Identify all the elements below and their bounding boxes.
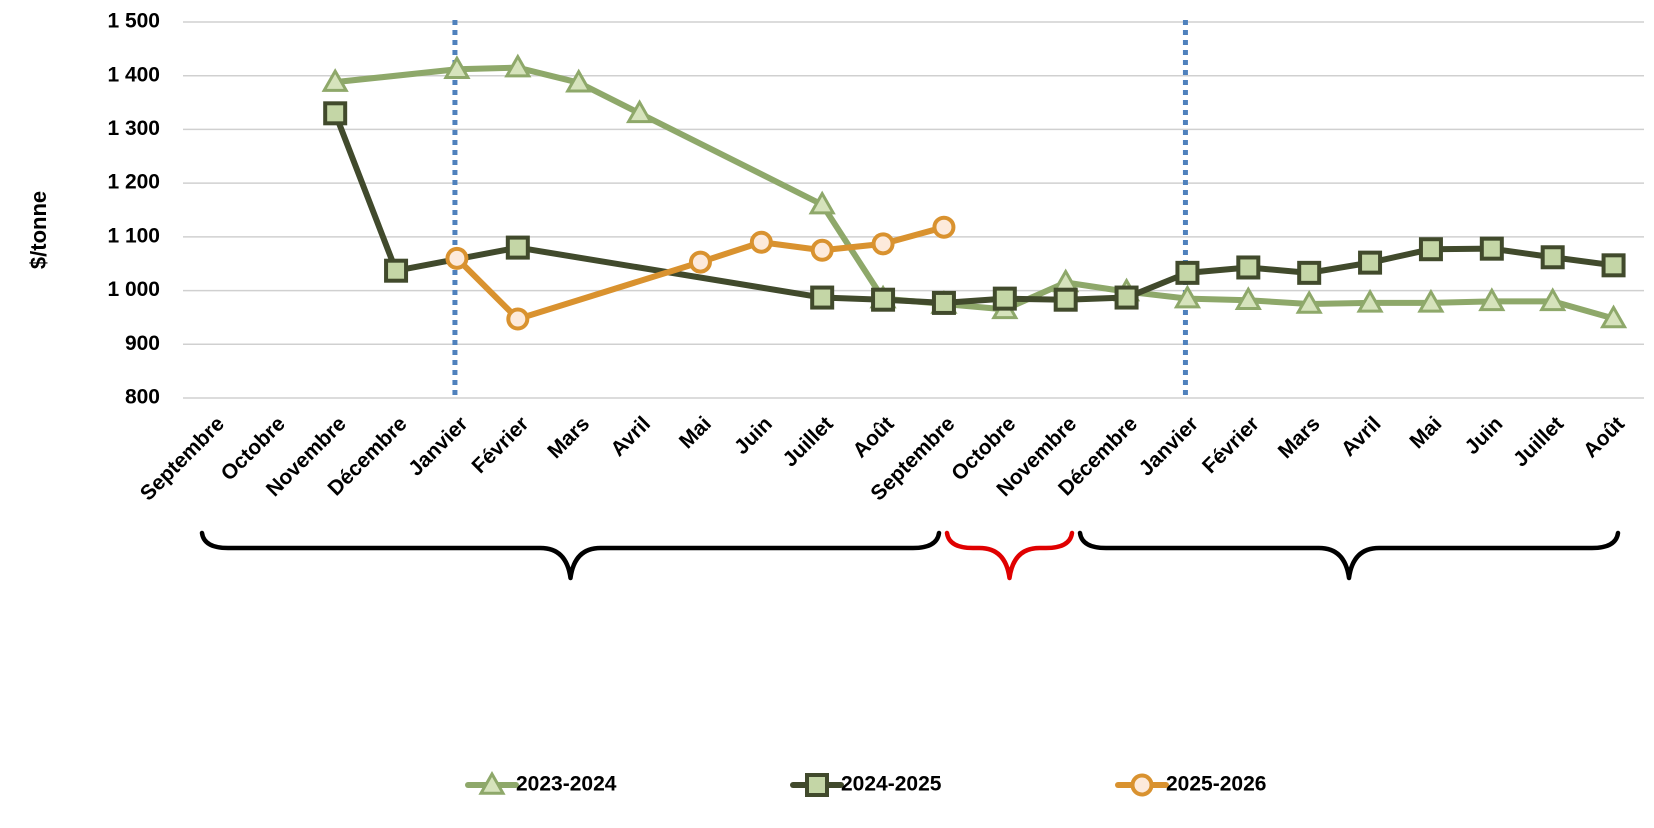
data-point-square	[1601, 253, 1626, 278]
x-tick-label: Février	[1198, 412, 1264, 478]
legend-label: 2023-2024	[516, 773, 617, 796]
data-point-square	[323, 101, 348, 126]
x-tick-label: Janvier	[1135, 412, 1203, 480]
season-braces	[199, 530, 1621, 581]
series-line	[332, 110, 1617, 306]
x-tick-label: Juillet	[779, 412, 838, 471]
y-tick-label: 1 000	[107, 278, 160, 301]
data-point-circle	[932, 215, 956, 239]
season-brace	[1077, 530, 1621, 581]
data-point-circle	[749, 230, 773, 254]
x-tick-label: Août	[849, 412, 899, 462]
series-2024-2025	[323, 101, 1626, 315]
y-tick-label: 1 500	[107, 10, 160, 33]
y-tick-label: 1 300	[107, 117, 160, 140]
legend-label: 2024-2025	[841, 773, 942, 796]
data-point-triangle	[504, 53, 532, 78]
season-brace	[944, 530, 1075, 581]
y-tick-label: 900	[125, 332, 160, 355]
x-tick-label: Août	[1579, 412, 1629, 462]
data-point-triangle	[1539, 287, 1567, 312]
data-point-square	[871, 287, 896, 312]
y-axis-label: $/tonne	[26, 191, 51, 269]
data-point-square	[1540, 245, 1565, 270]
data-point-square	[1297, 260, 1322, 285]
data-point-triangle	[625, 99, 654, 124]
data-point-square	[1175, 260, 1200, 285]
x-tick-label: Mars	[543, 412, 594, 463]
series-2025-2026	[445, 215, 956, 331]
data-point-square	[1053, 287, 1078, 312]
x-tick-label: Avril	[1337, 412, 1386, 461]
x-tick-label: Septembre	[136, 412, 229, 505]
x-tick-label: Mars	[1274, 412, 1325, 463]
data-point-square	[810, 285, 835, 310]
x-tick-label: Juin	[1461, 412, 1508, 459]
legend-item: 2023-2024	[465, 770, 617, 796]
legend-label: 2025-2026	[1166, 773, 1266, 796]
data-point-circle	[688, 250, 712, 274]
data-point-square	[1236, 255, 1261, 280]
data-point-circle	[1130, 773, 1154, 797]
data-point-triangle	[443, 55, 471, 80]
x-tick-label: Janvier	[404, 412, 472, 480]
data-point-circle	[506, 307, 530, 331]
x-tick-label: Février	[468, 412, 534, 478]
legend: 2023-2024 2024-2025 2025-2026	[465, 770, 1266, 797]
gridlines	[183, 21, 1644, 399]
data-point-square	[992, 286, 1017, 311]
x-tick-label: Avril	[606, 412, 655, 461]
data-point-triangle	[1478, 287, 1506, 312]
x-tick-label: Juillet	[1509, 412, 1568, 471]
data-point-triangle	[321, 68, 349, 92]
y-tick-label: 800	[125, 386, 160, 409]
data-point-circle	[445, 246, 469, 270]
series-2023-2024	[321, 53, 1628, 329]
data-point-triangle	[1173, 284, 1202, 309]
data-point-triangle	[1356, 288, 1384, 313]
season-brace	[199, 530, 942, 581]
data-point-circle	[871, 232, 895, 256]
x-axis-tick-labels: SeptembreOctobreNovembreDécembreJanvierF…	[136, 412, 1629, 505]
series-line	[332, 64, 1617, 322]
legend-item: 2025-2026	[1115, 773, 1266, 797]
data-point-triangle	[1295, 289, 1323, 314]
data-point-triangle	[1234, 286, 1262, 310]
data-point-triangle	[565, 68, 593, 93]
data-point-square	[384, 258, 409, 283]
data-point-square	[1418, 237, 1443, 262]
data-point-circle	[810, 238, 834, 262]
x-tick-label: Mai	[675, 412, 716, 453]
data-point-square	[1358, 250, 1383, 275]
y-axis-tick-labels: 800 900 1 000 1 100 1 200 1 300 1 400 1 500	[107, 10, 160, 409]
y-tick-label: 1 400	[107, 63, 160, 86]
data-point-square	[1114, 285, 1139, 310]
data-point-triangle	[478, 770, 506, 795]
x-tick-label: Mai	[1405, 412, 1446, 453]
y-tick-label: 1 100	[107, 224, 160, 247]
y-tick-label: 1 200	[107, 171, 160, 194]
data-point-triangle	[1599, 304, 1628, 329]
x-tick-label: Juin	[730, 412, 777, 459]
data-point-triangle	[808, 190, 836, 215]
data-point-triangle	[1417, 288, 1445, 313]
data-point-square	[505, 235, 530, 260]
series-layer	[321, 53, 1628, 331]
legend-item: 2024-2025	[790, 773, 942, 797]
data-point-square	[805, 773, 829, 797]
data-point-square	[931, 290, 956, 315]
reference-lines	[452, 20, 1188, 398]
data-point-square	[1479, 236, 1504, 261]
